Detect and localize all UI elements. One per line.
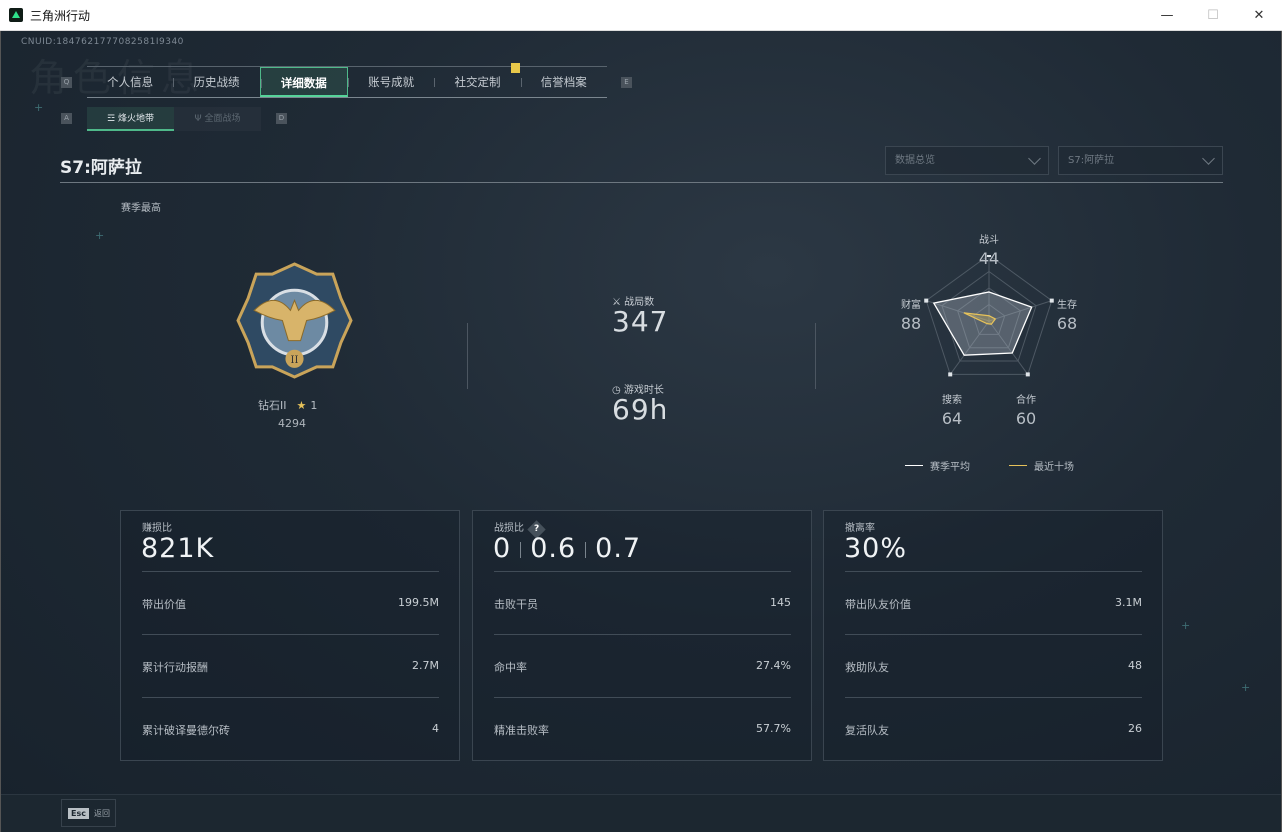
stat-row: 带出队友价值 3.1M (845, 596, 1142, 611)
crosshair-decoration-icon: + (1181, 619, 1191, 632)
subtab-hazard-zone[interactable]: ☲ 烽火地带 (87, 107, 174, 131)
divider (60, 182, 1223, 183)
legend-swatch (1009, 464, 1027, 467)
chevron-down-icon (1028, 152, 1041, 165)
window-title: 三角洲行动 (30, 8, 91, 23)
main-tabs: 个人信息 历史战绩 详细数据 账号成就 社交定制 信誉档案 (87, 66, 607, 98)
card-title: 赚损比 (142, 523, 172, 534)
tab-history[interactable]: 历史战绩 (173, 67, 259, 97)
stat-row: 命中率 27.4% (494, 659, 791, 674)
card-value: 30% (844, 533, 908, 564)
crosshair-decoration-icon: + (95, 229, 105, 242)
minimize-button[interactable]: — (1160, 8, 1174, 23)
stat-row: 累计破译曼德尔砖 4 (142, 722, 439, 737)
season-title: S7:阿萨拉 (60, 158, 142, 178)
footer-bar: Esc 返回 (1, 794, 1281, 832)
radar-axis-label: 合作 (1016, 395, 1036, 406)
radar-grid (925, 255, 1053, 375)
rank-info: 钻石II ★ 1 (258, 399, 318, 412)
radar-axis-value: 44 (978, 249, 1000, 268)
radar-chart (924, 255, 1054, 377)
season-best-label: 赛季最高 (121, 203, 161, 214)
tab-personal-info[interactable]: 个人信息 (107, 75, 154, 89)
profit-card: 赚损比 821K 带出价值 199.5M 累计行动报酬 2.7M 累计破译曼德尔砖 4 (120, 510, 460, 761)
legend-recent: 最近十场 (1009, 458, 1074, 473)
playtime-label: ◷ 游戏时长 (612, 385, 664, 396)
radar-axis-value: 88 (900, 314, 922, 333)
radar-axis-value: 68 (1056, 314, 1078, 333)
radar-axis (988, 320, 1029, 375)
prev-subtab-key-hint[interactable]: A (61, 113, 72, 124)
tab-reputation[interactable]: 信誉档案 (520, 67, 607, 97)
background-title: 角色信息 (29, 56, 206, 100)
subtab-full-battlefield[interactable]: Ψ 全面战场 (174, 107, 261, 131)
hazard-icon: ☲ (107, 114, 118, 124)
radar-axis-label: 生存 (1057, 300, 1077, 311)
radar-vertex (1025, 372, 1030, 377)
radar-axis (988, 300, 1052, 322)
radar-axis (926, 300, 990, 322)
divider (467, 323, 468, 389)
title-bar: 三角洲行动 — ☐ ✕ (0, 0, 1282, 31)
kd-card: 战损比? 0 0.6 0.7 击败干员 145 命中率 27.4% 精准击败率 57.7% (472, 510, 812, 761)
tab-detailed-data[interactable]: 详细数据 (259, 67, 348, 97)
stat-row: 复活队友 26 (845, 722, 1142, 737)
matches-value: 347 (612, 305, 669, 338)
close-button[interactable]: ✕ (1253, 8, 1265, 23)
crosshair-decoration-icon: + (1241, 681, 1251, 694)
next-tab-key-hint[interactable]: E (621, 77, 632, 88)
radar-vertex (987, 255, 991, 257)
kd-values: 0 0.6 0.7 (493, 533, 642, 564)
clock-icon: ◷ (612, 385, 624, 396)
radar-axis (949, 320, 990, 375)
radar-axis-label: 战斗 (979, 235, 999, 246)
tab-achievements[interactable]: 账号成就 (347, 67, 434, 97)
playtime-value: 69h (612, 393, 669, 426)
notification-badge (511, 63, 520, 73)
main-panel: CNUID:1847621777082581I9340 角色信息 + + + +… (0, 31, 1282, 832)
radar-series-season-avg (932, 291, 1033, 356)
legend-swatch (905, 464, 923, 467)
app-logo-icon (9, 8, 23, 22)
crossed-swords-icon: ⚔ (612, 297, 625, 308)
battlefield-icon: Ψ (194, 114, 205, 124)
season-dropdown[interactable]: S7:阿萨拉 (1058, 146, 1223, 175)
radar-grid (957, 287, 1021, 349)
user-uid: CNUID:1847621777082581I9340 (21, 37, 184, 47)
radar-axis-label: 搜索 (942, 395, 962, 406)
stat-row: 精准击败率 57.7% (494, 722, 791, 737)
stat-row: 带出价值 199.5M (142, 596, 439, 611)
chevron-down-icon (1202, 152, 1215, 165)
stat-row: 累计行动报酬 2.7M (142, 659, 439, 674)
stat-row: 击败干员 145 (494, 596, 791, 611)
card-title: 战损比? (494, 519, 546, 539)
divider (815, 323, 816, 389)
svg-text:II: II (291, 355, 299, 366)
crosshair-decoration-icon: + (34, 101, 44, 114)
tab-social[interactable]: 社交定制 (434, 67, 520, 97)
radar-vertex (924, 298, 929, 303)
legend-season-avg: 赛季平均 (905, 458, 970, 473)
prev-tab-key-hint[interactable]: Q (61, 77, 72, 88)
radar-vertex (1049, 298, 1054, 303)
extraction-card: 撤离率 30% 带出队友价值 3.1M 救助队友 48 复活队友 26 (823, 510, 1163, 761)
view-dropdown[interactable]: 数据总览 (885, 146, 1049, 175)
next-subtab-key-hint[interactable]: D (276, 113, 287, 124)
rank-emblem-icon: II (236, 262, 353, 379)
matches-label: ⚔ 战局数 (612, 297, 655, 308)
card-title: 撤离率 (845, 523, 875, 534)
maximize-button[interactable]: ☐ (1207, 8, 1219, 23)
star-icon: ★ (296, 399, 307, 412)
back-button[interactable]: Esc 返回 (61, 799, 116, 827)
radar-axis-label: 财富 (901, 300, 921, 311)
radar-series-recent (963, 312, 997, 325)
radar-axis-value: 60 (1015, 409, 1037, 428)
stat-row: 救助队友 48 (845, 659, 1142, 674)
radar-axis-value: 64 (941, 409, 963, 428)
rank-score: 4294 (278, 417, 306, 430)
card-value: 821K (141, 533, 215, 564)
radar-vertex (948, 372, 953, 377)
